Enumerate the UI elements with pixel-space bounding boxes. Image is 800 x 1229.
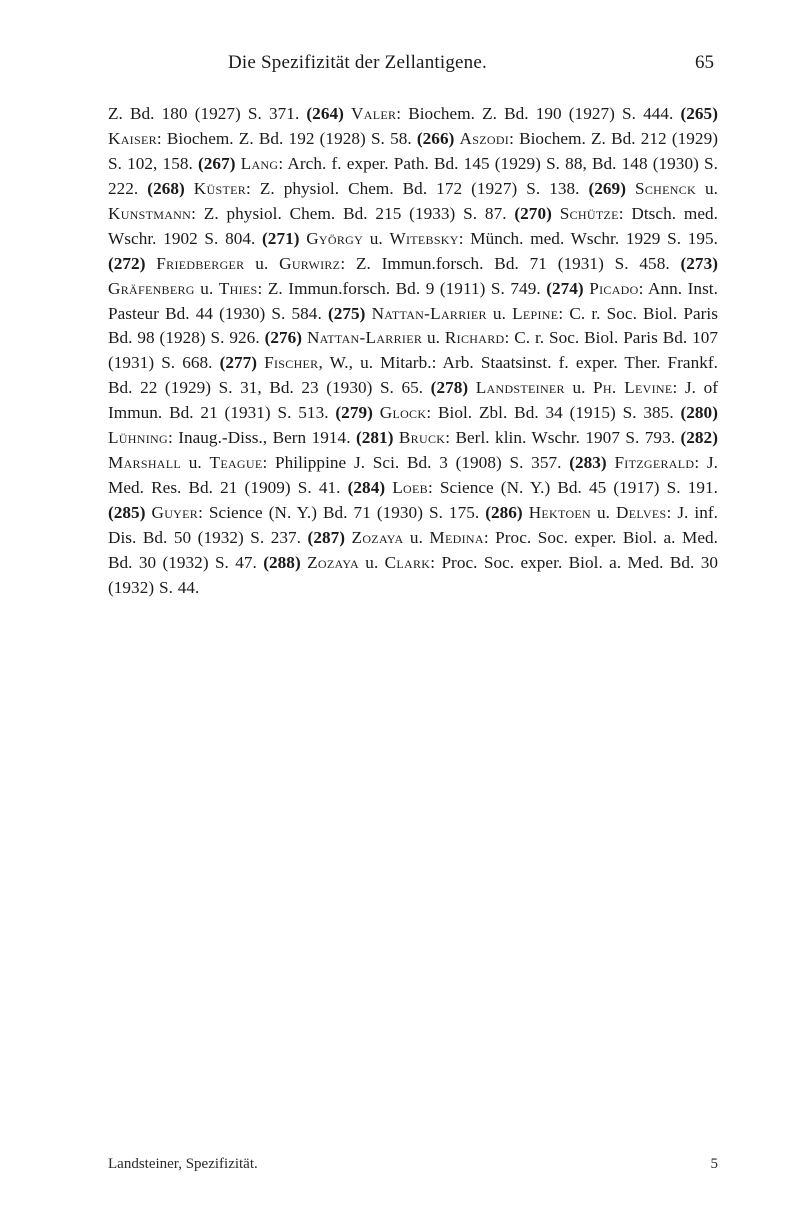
running-head-pageno: 65 [695, 52, 714, 74]
footer-left: Landsteiner, Spezifizität. [108, 1156, 258, 1173]
footer: Landsteiner, Spezifizität. 5 [108, 1156, 718, 1173]
page: Die Spezifizität der Zellantigene. 65 Z.… [0, 0, 800, 1229]
footer-right: 5 [711, 1156, 719, 1173]
running-head: Die Spezifizität der Zellantigene. 65 [108, 52, 718, 74]
references-block: Z. Bd. 180 (1927) S. 371. (264) Valer: B… [108, 102, 718, 601]
running-head-title: Die Spezifizität der Zellantigene. [228, 52, 487, 74]
